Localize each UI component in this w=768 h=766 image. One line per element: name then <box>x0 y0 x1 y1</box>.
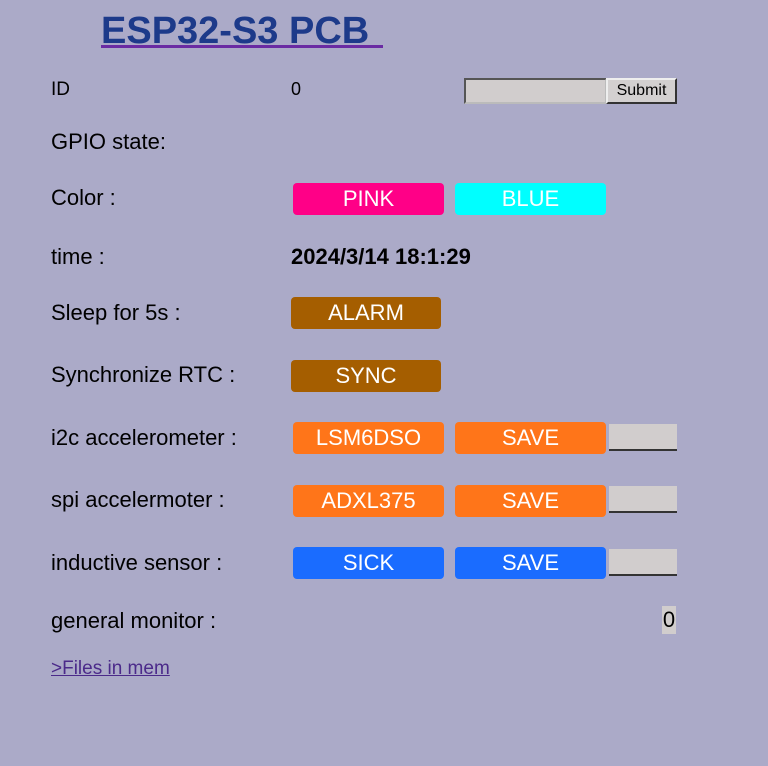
inductive-sensor-label: inductive sensor : <box>51 550 223 575</box>
time-label: time : <box>51 244 105 269</box>
lsm6dso-button[interactable]: LSM6DSO <box>293 422 444 454</box>
sleep-label: Sleep for 5s : <box>51 300 181 325</box>
adxl375-button[interactable]: ADXL375 <box>293 485 444 517</box>
gpio-state-label: GPIO state: <box>51 129 166 154</box>
spi-save-button[interactable]: SAVE <box>455 485 606 517</box>
alarm-button[interactable]: ALARM <box>291 297 441 329</box>
pink-button[interactable]: PINK <box>293 183 444 215</box>
id-input[interactable] <box>464 78 607 104</box>
files-in-mem-link[interactable]: >Files in mem <box>51 658 170 679</box>
general-monitor-value: 0 <box>662 606 676 634</box>
inductive-value-field[interactable] <box>609 549 677 576</box>
i2c-save-button[interactable]: SAVE <box>455 422 606 454</box>
title-underline <box>101 45 383 48</box>
time-value: 2024/3/14 18:1:29 <box>291 244 471 269</box>
spi-value-field[interactable] <box>609 486 677 513</box>
i2c-value-field[interactable] <box>609 424 677 451</box>
id-value: 0 <box>291 79 302 99</box>
submit-button[interactable]: Submit <box>606 78 677 104</box>
id-label: ID <box>51 79 70 100</box>
sync-rtc-label: Synchronize RTC : <box>51 362 236 387</box>
i2c-accelerometer-label: i2c accelerometer : <box>51 425 237 450</box>
color-label: Color : <box>51 185 116 210</box>
spi-accelerometer-label: spi accelermoter : <box>51 487 225 512</box>
general-monitor-label: general monitor : <box>51 608 217 633</box>
blue-color-button[interactable]: BLUE <box>455 183 606 215</box>
sick-button[interactable]: SICK <box>293 547 444 579</box>
inductive-save-button[interactable]: SAVE <box>455 547 606 579</box>
sync-button[interactable]: SYNC <box>291 360 441 392</box>
